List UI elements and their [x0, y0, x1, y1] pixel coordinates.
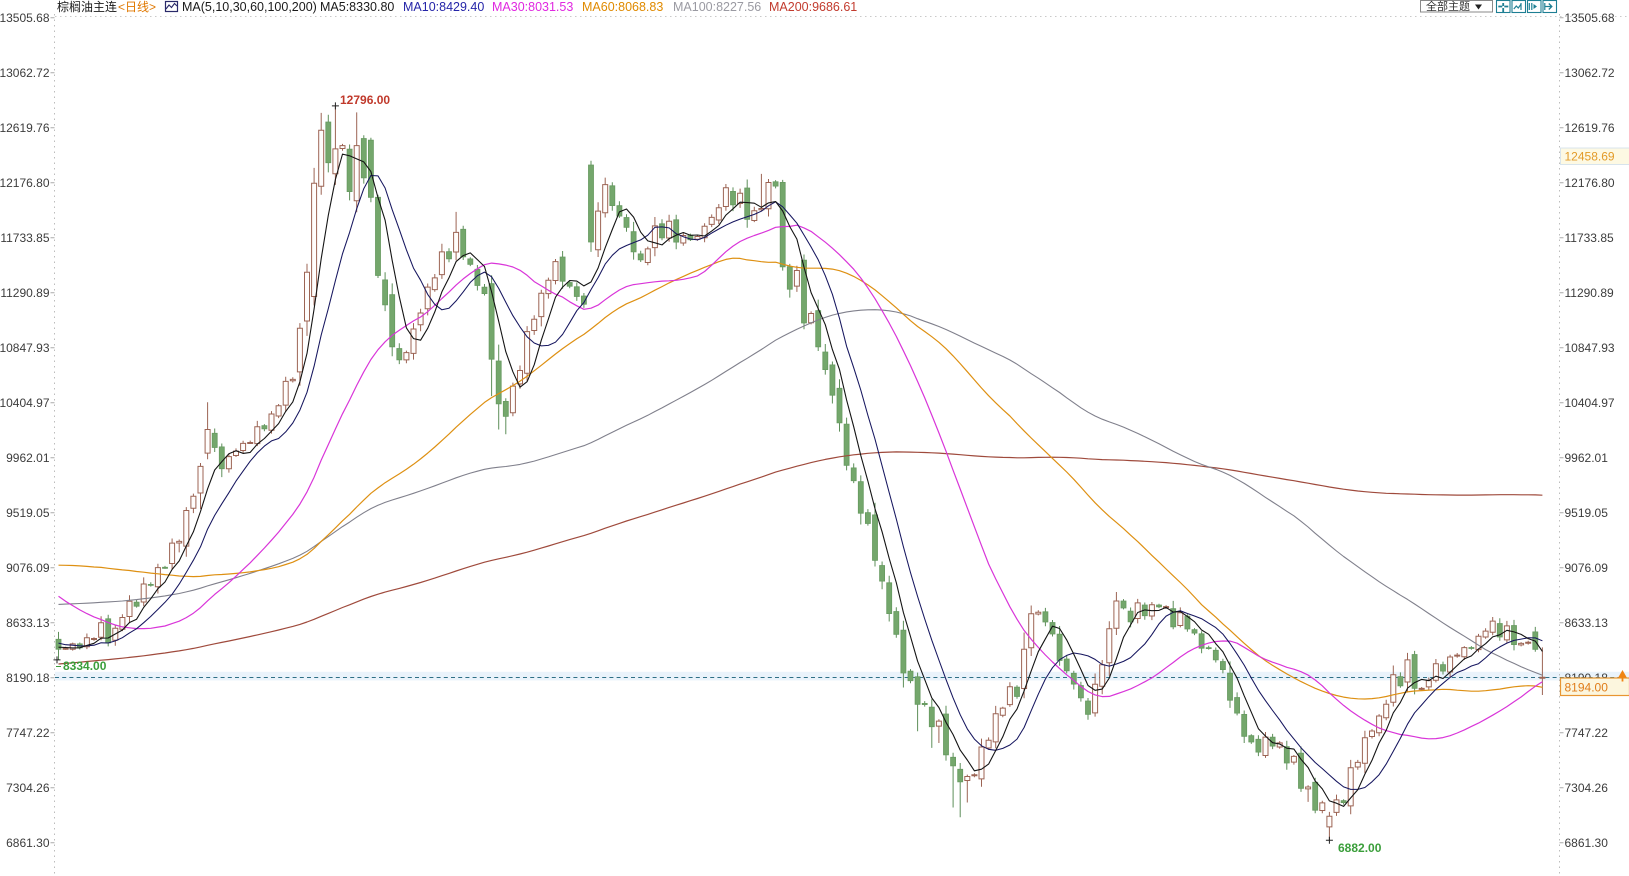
svg-text:MA(5,10,30,60,100,200): MA(5,10,30,60,100,200) — [182, 0, 317, 14]
svg-text:8194.00: 8194.00 — [1565, 681, 1609, 695]
svg-text:7747.22: 7747.22 — [6, 726, 50, 740]
svg-text:<日线>: <日线> — [118, 0, 156, 14]
svg-text:10847.93: 10847.93 — [0, 341, 50, 355]
svg-text:9519.05: 9519.05 — [1565, 506, 1609, 520]
svg-text:棕榈油主连: 棕榈油主连 — [57, 0, 117, 14]
svg-text:8633.13: 8633.13 — [1565, 616, 1609, 630]
svg-text:12619.76: 12619.76 — [1565, 121, 1615, 135]
svg-text:12458.69: 12458.69 — [1565, 150, 1615, 164]
svg-text:12619.76: 12619.76 — [0, 121, 50, 135]
svg-text:MA60:8068.83: MA60:8068.83 — [582, 0, 663, 14]
svg-text:9076.09: 9076.09 — [1565, 561, 1609, 575]
svg-text:10847.93: 10847.93 — [1565, 341, 1615, 355]
svg-text:8633.13: 8633.13 — [6, 616, 50, 630]
svg-text:11290.89: 11290.89 — [1565, 286, 1614, 300]
svg-text:6861.30: 6861.30 — [6, 836, 50, 850]
svg-text:MA100:8227.56: MA100:8227.56 — [673, 0, 761, 14]
svg-text:13505.68: 13505.68 — [1565, 11, 1615, 25]
svg-text:7747.22: 7747.22 — [1565, 726, 1609, 740]
svg-text:9076.09: 9076.09 — [6, 561, 50, 575]
svg-text:12176.80: 12176.80 — [1565, 176, 1615, 190]
svg-text:11733.85: 11733.85 — [0, 231, 49, 245]
svg-text:12796.00: 12796.00 — [340, 93, 390, 107]
svg-text:MA200:9686.61: MA200:9686.61 — [769, 0, 857, 14]
svg-text:9962.01: 9962.01 — [6, 451, 50, 465]
svg-text:13062.72: 13062.72 — [1565, 66, 1615, 80]
svg-text:11733.85: 11733.85 — [1565, 231, 1614, 245]
svg-text:11290.89: 11290.89 — [0, 286, 49, 300]
svg-text:12176.80: 12176.80 — [0, 176, 50, 190]
svg-text:MA30:8031.53: MA30:8031.53 — [492, 0, 573, 14]
svg-text:13062.72: 13062.72 — [0, 66, 50, 80]
svg-text:全部主题: 全部主题 — [1426, 0, 1470, 13]
svg-text:7304.26: 7304.26 — [1565, 781, 1609, 795]
svg-text:MA10:8429.40: MA10:8429.40 — [403, 0, 484, 14]
svg-text:10404.97: 10404.97 — [1565, 396, 1615, 410]
svg-text:9962.01: 9962.01 — [1565, 451, 1609, 465]
svg-text:8334.00: 8334.00 — [63, 659, 107, 673]
svg-text:MA5:8330.80: MA5:8330.80 — [320, 0, 394, 14]
svg-text:8190.18: 8190.18 — [6, 671, 50, 685]
svg-text:7304.26: 7304.26 — [6, 781, 50, 795]
svg-text:9519.05: 9519.05 — [6, 506, 50, 520]
svg-text:6882.00: 6882.00 — [1338, 841, 1382, 855]
svg-text:6861.30: 6861.30 — [1565, 836, 1609, 850]
svg-text:13505.68: 13505.68 — [0, 11, 50, 25]
svg-text:10404.97: 10404.97 — [0, 396, 50, 410]
